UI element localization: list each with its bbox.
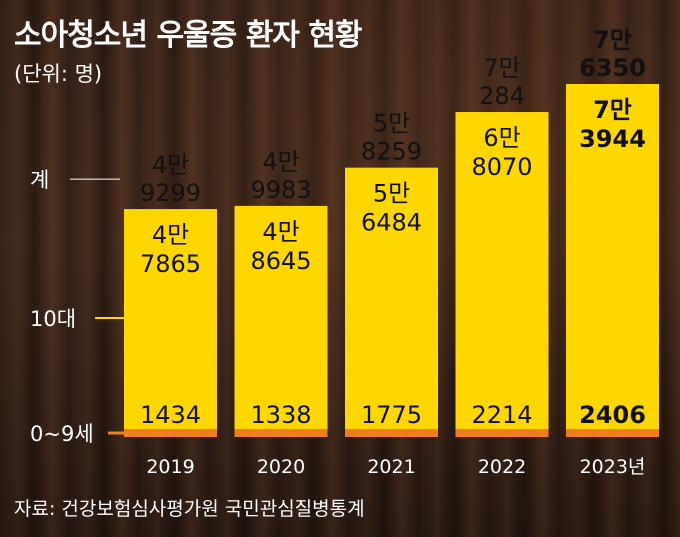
x-tick-label: 2020: [257, 456, 305, 478]
bar-segment-kids: [124, 429, 217, 437]
x-tick-label: 2021: [367, 456, 415, 478]
total-label-line2: 9299: [140, 179, 201, 207]
kids-value-label: 1775: [361, 401, 422, 429]
total-label-line1: 4만: [152, 151, 189, 179]
kids-value-label: 1434: [140, 401, 201, 429]
bar-segment-teens: [124, 209, 217, 429]
bar-segment-kids: [455, 429, 549, 437]
legend-kids-label: 0~9세: [30, 422, 94, 446]
legend-teens-label: 10대: [30, 307, 76, 331]
bar-segment-teens: [345, 167, 438, 429]
bar-segment-teens: [234, 205, 328, 429]
teens-label-line2: 6484: [361, 209, 422, 237]
bar-segment-kids: [566, 429, 659, 437]
total-label-line2: 6350: [579, 54, 646, 82]
teens-label-line1: 4만: [262, 218, 299, 246]
bar-segment-kids: [234, 429, 328, 437]
teens-label-line2: 8645: [250, 247, 311, 275]
kids-value-label: 1338: [250, 401, 311, 429]
bar-segment-teens: [455, 112, 549, 430]
teens-label-line2: 3944: [579, 125, 646, 153]
total-label-line2: 9983: [250, 176, 311, 204]
teens-label-line1: 6만: [483, 124, 520, 152]
x-tick-label: 2023년: [580, 456, 646, 478]
total-label-line1: 4만: [262, 148, 299, 176]
legend-total-label: 계: [30, 168, 49, 192]
source-note: 자료: 건강보험심사평가원 국민관심질병통계: [14, 498, 365, 520]
total-label-line2: 284: [479, 82, 525, 110]
teens-label-line2: 8070: [471, 153, 532, 181]
x-tick-label: 2022: [478, 456, 526, 478]
total-label-line1: 5만: [373, 110, 410, 138]
x-tick-label: 2019: [146, 456, 194, 478]
bar-segment-kids: [345, 429, 438, 437]
bar-segment-teens: [566, 84, 659, 429]
teens-label-line1: 5만: [373, 180, 410, 208]
chart-title: 소아청소년 우울증 환자 현황: [14, 18, 363, 53]
total-label-line1: 7만: [593, 26, 632, 54]
unit-label: (단위: 명): [14, 62, 103, 86]
kids-value-label: 2214: [471, 401, 532, 429]
kids-value-label: 2406: [579, 401, 646, 429]
teens-label-line1: 4만: [152, 221, 189, 249]
total-label-line2: 8259: [361, 138, 422, 166]
total-label-line1: 7만: [483, 54, 520, 82]
teens-label-line1: 7만: [593, 96, 632, 124]
teens-label-line2: 7865: [140, 250, 201, 278]
